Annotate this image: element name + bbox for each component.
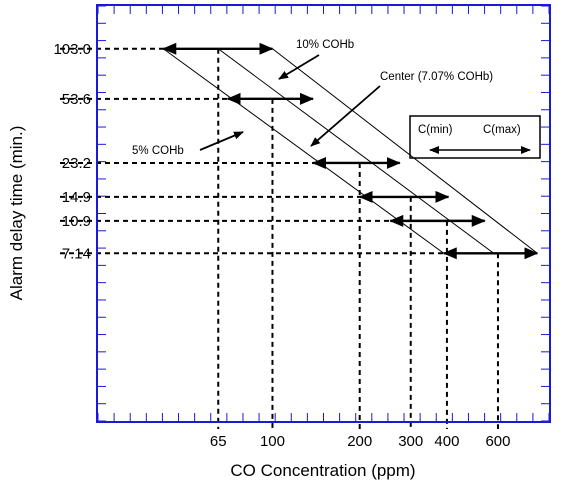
legend: C(min) C(max) — [409, 115, 541, 159]
axis-ticks — [97, 5, 550, 422]
y-axis-title: Alarm delay time (min.) — [7, 126, 26, 301]
guide-lines — [60, 47, 499, 429]
x-tick-label: 300 — [398, 433, 423, 450]
legend-cmin-label: C(min) — [418, 124, 453, 136]
series-line — [272, 48, 538, 254]
legend-box — [409, 115, 541, 159]
x-tick-label: 200 — [347, 433, 372, 450]
legend-cmax-label: C(max) — [483, 124, 521, 136]
range-arrows — [162, 42, 539, 260]
annotation-5pct-label: 5% COHb — [132, 145, 184, 157]
x-tick-label: 65 — [210, 433, 227, 450]
y-tick-label: 10.9 — [62, 213, 91, 230]
x-tick-label: 100 — [260, 433, 285, 450]
y-tick-label: 103.0 — [53, 41, 91, 58]
y-tick-label: 7.14 — [62, 245, 91, 262]
x-tick-label: 600 — [485, 433, 510, 450]
annotation-center: Center (7.07% COHb) — [310, 71, 493, 147]
tick-labels: 103.0 53.6 23.2 14.9 10.9 7.14 65 100 200 300 400 6… — [53, 41, 510, 450]
annotation-10pct-pointer — [278, 54, 320, 80]
x-tick-label: 400 — [434, 433, 459, 450]
plot-area-frame — [96, 4, 551, 423]
annotation-10pct-label: 10% COHb — [296, 39, 354, 51]
annotation-5pct-pointer — [199, 131, 244, 151]
annotation-center-label: Center (7.07% COHb) — [380, 71, 493, 83]
x-axis-title: CO Concentration (ppm) — [230, 461, 415, 480]
annotation-5pct: 5% COHb — [132, 131, 244, 157]
annotation-10pct: 10% COHb — [278, 39, 354, 80]
y-tick-label: 23.2 — [62, 155, 91, 172]
y-tick-label: 14.9 — [62, 189, 91, 206]
annotation-center-pointer — [310, 85, 381, 147]
y-tick-label: 53.6 — [62, 91, 91, 108]
